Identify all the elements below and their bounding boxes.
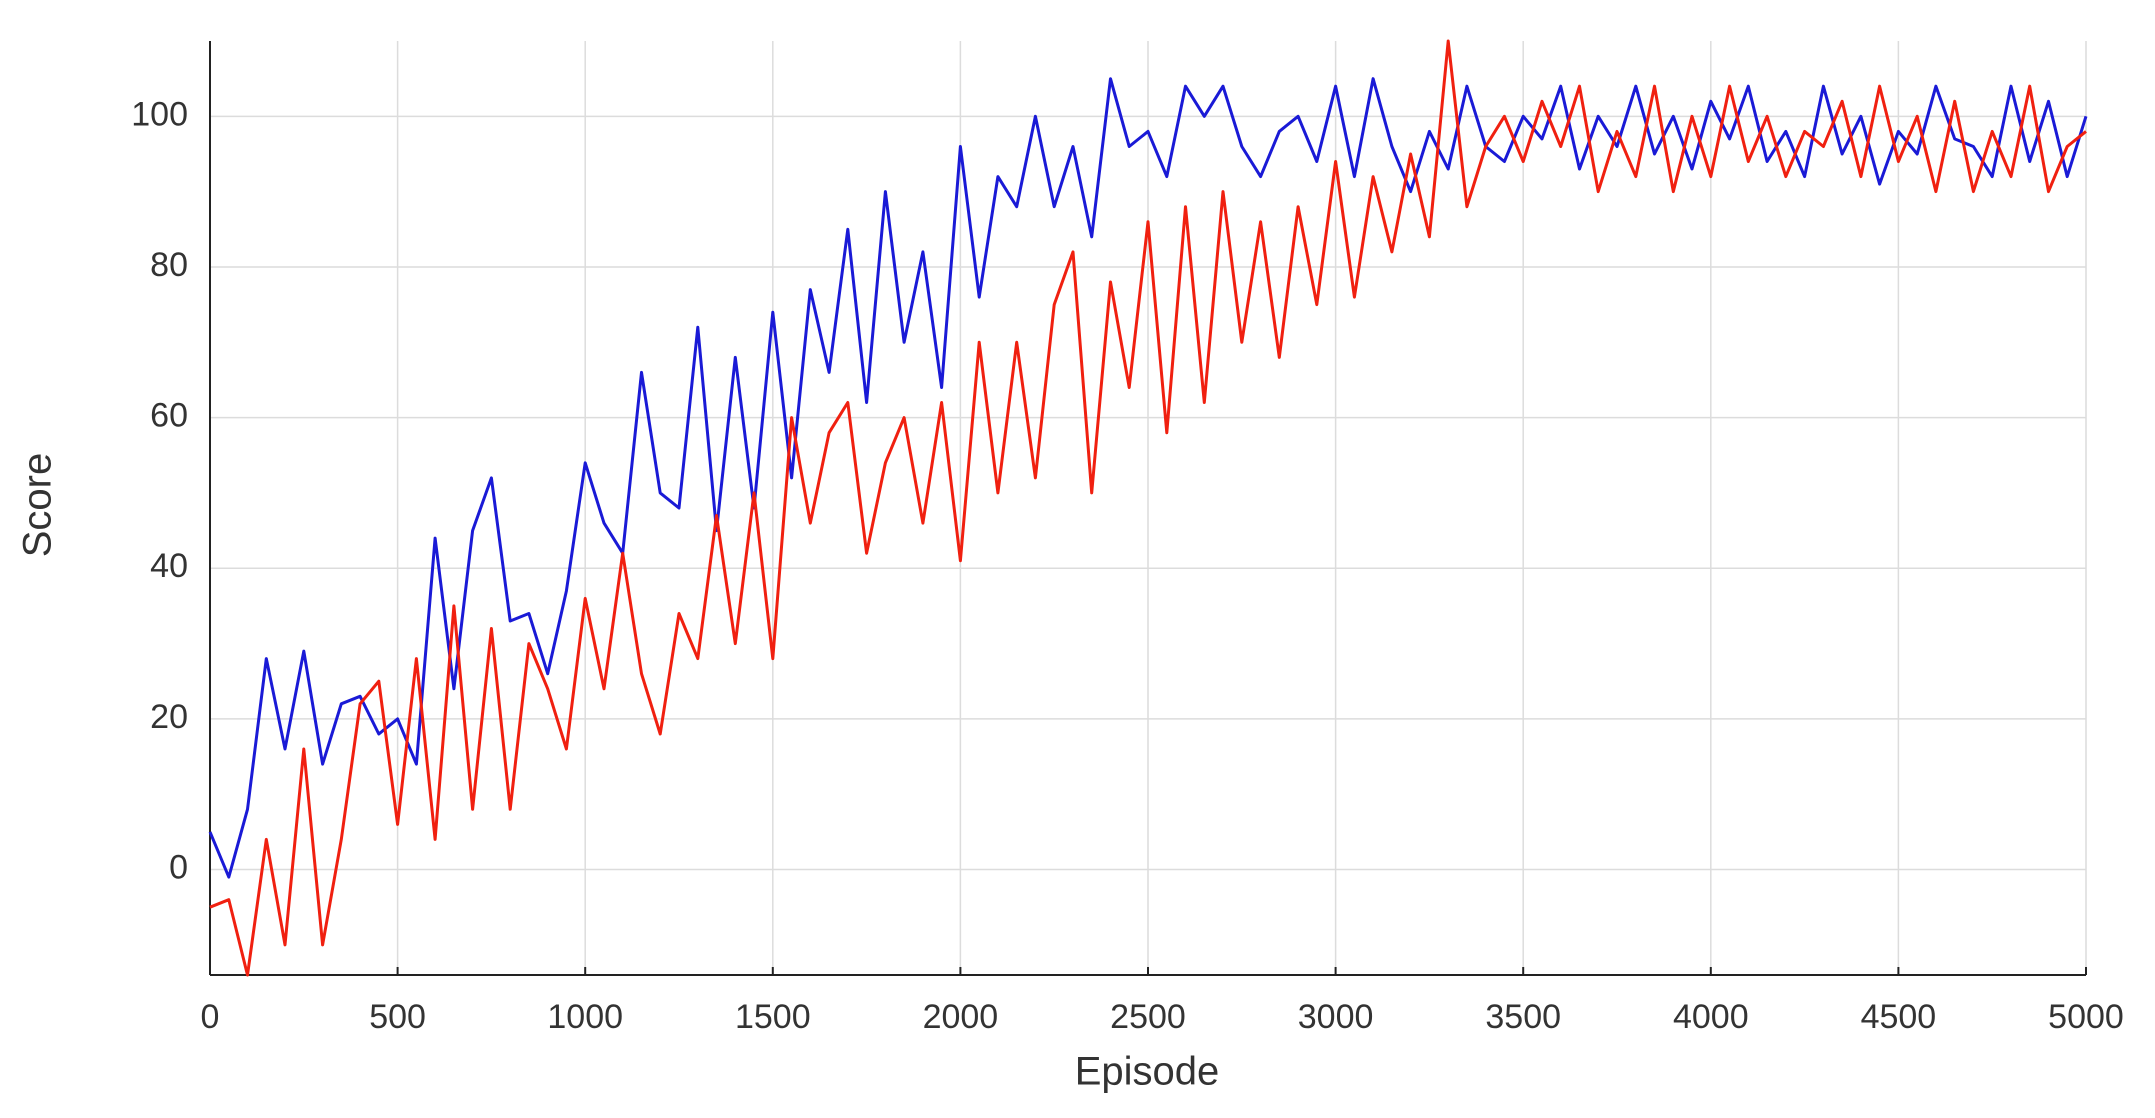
y-tick-label: 100 <box>131 95 188 133</box>
x-tick-label: 3000 <box>1298 998 1374 1036</box>
x-tick-label: 4000 <box>1673 998 1749 1036</box>
x-tick-label: 1500 <box>735 998 811 1036</box>
x-tick-label: 5000 <box>2048 998 2124 1036</box>
y-tick-label: 60 <box>150 397 188 435</box>
series-line <box>209 39 2087 977</box>
x-tick-label: 1000 <box>547 998 623 1036</box>
x-tick-label: 0 <box>201 998 220 1036</box>
x-tick-label: 4500 <box>1861 998 1937 1036</box>
y-tick-label: 80 <box>150 246 188 284</box>
x-tick-label: 2000 <box>923 998 999 1036</box>
x-tick-label: 3500 <box>1485 998 1561 1036</box>
x-axis-label: Episode <box>1075 1050 1220 1094</box>
y-tick-label: 20 <box>150 698 188 736</box>
x-tick-label: 500 <box>369 998 426 1036</box>
y-tick-label: 40 <box>150 547 188 585</box>
series-line <box>208 77 2088 879</box>
x-tick-label: 2500 <box>1110 998 1186 1036</box>
y-axis-label: Score <box>16 453 60 558</box>
y-tick-label: 0 <box>169 849 188 887</box>
